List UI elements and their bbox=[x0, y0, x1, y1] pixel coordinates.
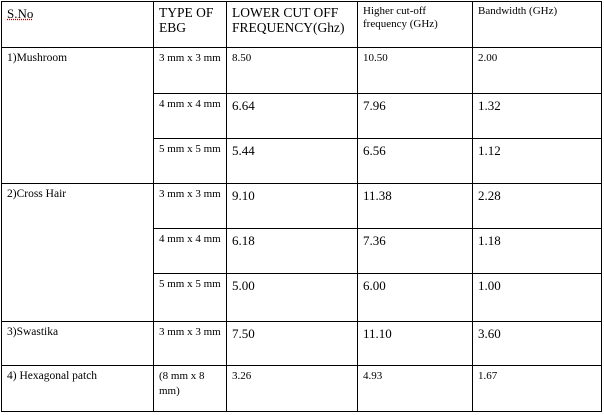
cell-bandwidth: 2.28 bbox=[472, 182, 602, 230]
cell-higher: 7.96 bbox=[357, 92, 473, 140]
cell-bandwidth: 1.32 bbox=[472, 92, 602, 140]
group-label-mushroom: 1)Mushroom bbox=[1, 47, 154, 184]
cell-type: 4 mm x 4 mm bbox=[153, 228, 227, 274]
cell-lower: 7.50 bbox=[226, 321, 358, 366]
group-label-hexagonal-patch: 4) Hexagonal patch bbox=[1, 364, 154, 412]
header-row: S.No TYPE OF EBG LOWER CUT OFF FREQUENCY… bbox=[1, 0, 602, 49]
cell-type: 4 mm x 4 mm bbox=[153, 92, 227, 140]
cell-lower: 5.44 bbox=[226, 138, 358, 184]
cell-bandwidth: 1.12 bbox=[472, 138, 602, 184]
cell-lower: 9.10 bbox=[226, 182, 358, 230]
cell-higher: 7.36 bbox=[357, 228, 473, 274]
cell-higher: 6.56 bbox=[357, 138, 473, 184]
cell-lower: 8.50 bbox=[226, 47, 358, 94]
table-row: 5 mm x 5 mm 5.44 6.56 1.12 bbox=[2, 138, 602, 184]
header-bandwidth: Bandwidth (GHz) bbox=[472, 0, 602, 49]
cell-higher: 4.93 bbox=[357, 364, 473, 412]
table-row: 4 mm x 4 mm 6.64 7.96 1.32 bbox=[2, 92, 602, 140]
header-lower-cutoff: LOWER CUT OFF FREQUENCY(Ghz) bbox=[226, 0, 358, 49]
cell-type: 5 mm x 5 mm bbox=[153, 138, 227, 184]
header-higher-cutoff: Higher cut-off frequency (GHz) bbox=[357, 0, 473, 49]
cell-lower: 3.26 bbox=[226, 364, 358, 412]
table-row: 3)Swastika 3 mm x 3 mm 7.50 11.10 3.60 bbox=[1, 321, 602, 366]
cell-higher: 11.38 bbox=[357, 182, 473, 230]
cell-higher: 6.00 bbox=[357, 272, 473, 323]
cell-lower: 6.18 bbox=[226, 228, 358, 274]
header-type: TYPE OF EBG bbox=[153, 0, 227, 49]
cell-bandwidth: 2.00 bbox=[472, 47, 602, 94]
cell-bandwidth: 3.60 bbox=[472, 321, 602, 366]
table-row: 1)Mushroom 3 mm x 3 mm 8.50 10.50 2.00 bbox=[1, 47, 602, 184]
cell-higher: 11.10 bbox=[357, 321, 473, 366]
cell-higher: 10.50 bbox=[357, 47, 473, 94]
cell-type: 3 mm x 3 mm bbox=[153, 47, 227, 94]
table-row: 5 mm x 5 mm 5.00 6.00 1.00 bbox=[2, 272, 602, 323]
group-label-swastika: 3)Swastika bbox=[1, 321, 154, 366]
cell-lower: 5.00 bbox=[226, 272, 358, 323]
cell-type: 5 mm x 5 mm bbox=[153, 272, 227, 323]
header-sno: S.No bbox=[1, 0, 154, 49]
group-label-cross-hair: 2)Cross Hair bbox=[1, 182, 154, 323]
cell-bandwidth: 1.00 bbox=[472, 272, 602, 323]
cell-bandwidth: 1.67 bbox=[472, 364, 602, 412]
cell-type: (8 mm x 8 mm) bbox=[153, 364, 227, 412]
cell-bandwidth: 1.18 bbox=[472, 228, 602, 274]
table-row: 4 mm x 4 mm 6.18 7.36 1.18 bbox=[2, 228, 602, 274]
cell-type: 3 mm x 3 mm bbox=[153, 321, 227, 366]
table-row: 2)Cross Hair 3 mm x 3 mm 9.10 11.38 2.28 bbox=[1, 182, 602, 323]
cell-lower: 6.64 bbox=[226, 92, 358, 140]
table-row: 4) Hexagonal patch (8 mm x 8 mm) 3.26 4.… bbox=[1, 364, 602, 412]
cell-type: 3 mm x 3 mm bbox=[153, 182, 227, 230]
